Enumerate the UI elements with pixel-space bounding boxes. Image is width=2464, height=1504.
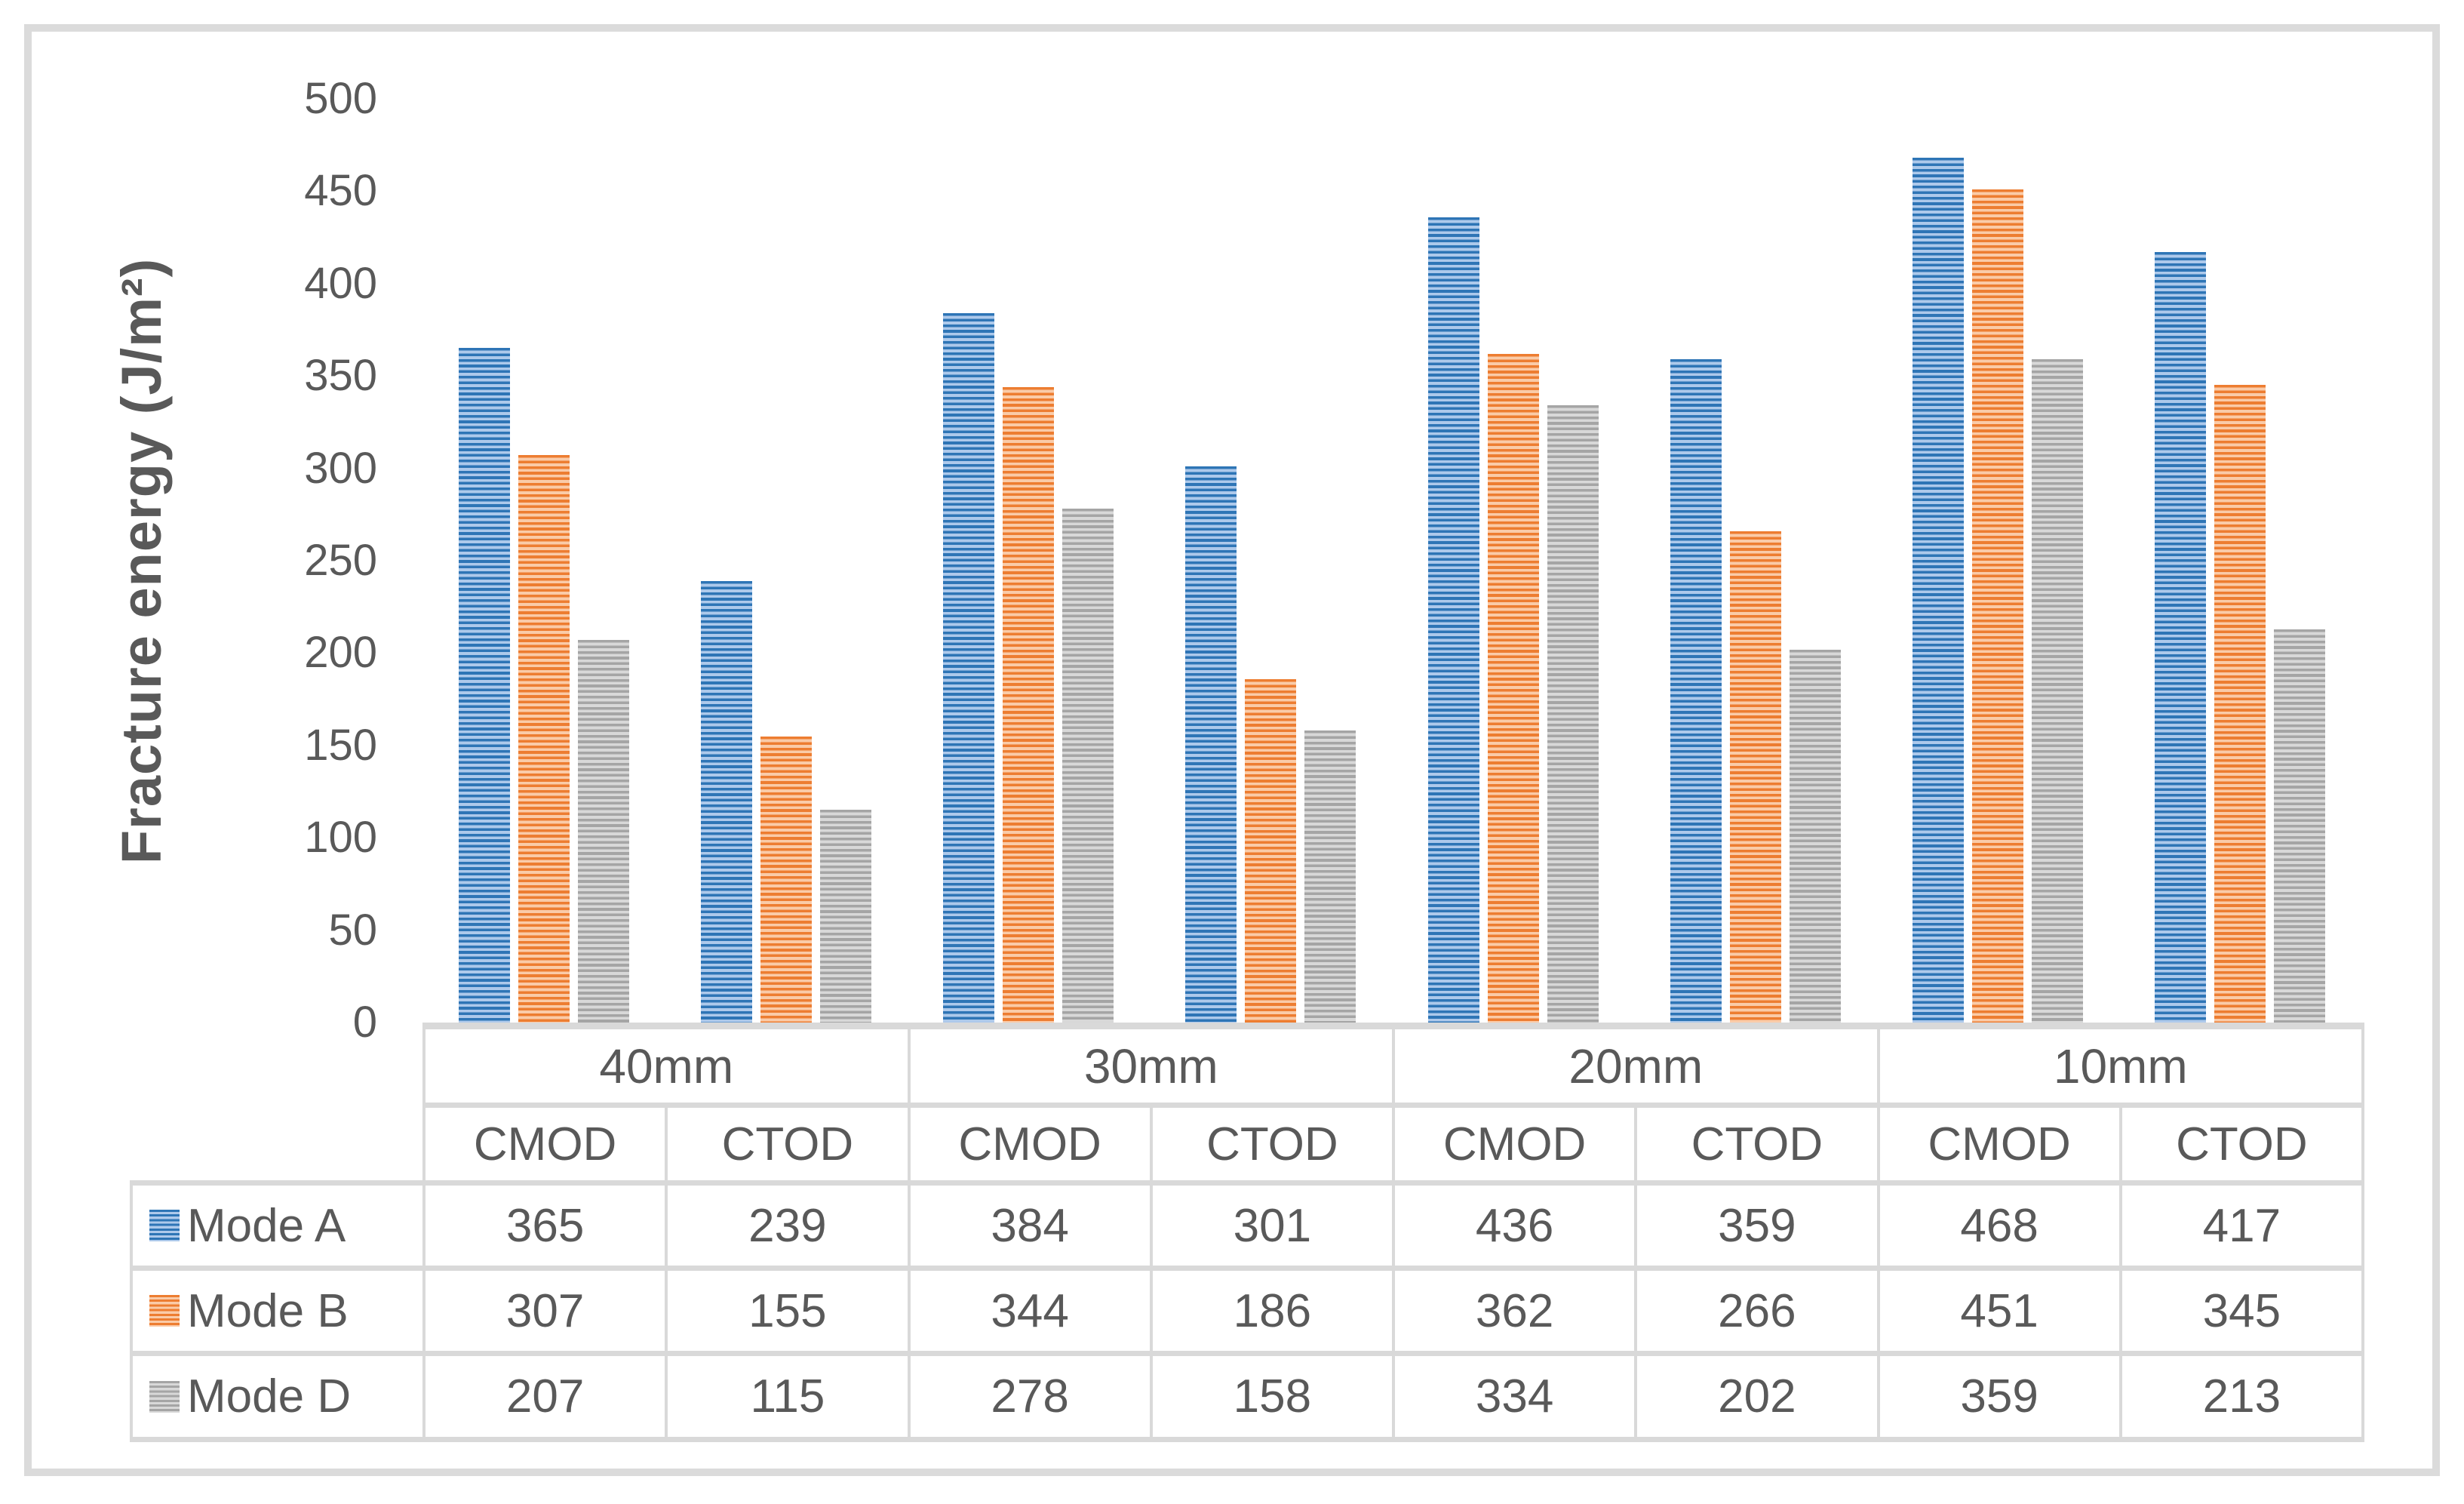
value-cell: 155 [665, 1266, 911, 1356]
plot-area [422, 99, 2361, 1023]
table-row-mode-b: Mode B 307 155 344 186 362 266 451 345 [130, 1266, 2365, 1356]
value-cell: 239 [665, 1180, 911, 1271]
sub-header-cmod: CMOD [422, 1103, 668, 1186]
bar-mode-a-30mm-ctod [1185, 466, 1237, 1023]
value-cell: 207 [422, 1351, 668, 1442]
bar-mode-a-30mm-cmod [943, 312, 995, 1023]
bar-mode-d-40mm-ctod [819, 810, 871, 1023]
table-row-subheaders: CMOD CTOD CMOD CTOD CMOD CTOD CMOD CTOD [131, 1103, 2365, 1186]
y-axis-tick-label: 50 [328, 905, 377, 955]
group-header-20mm: 20mm [1392, 1023, 1880, 1108]
bar-mode-a-40mm-cmod [458, 348, 510, 1023]
value-cell: 451 [1876, 1266, 2122, 1356]
y-axis-tick-label: 150 [304, 720, 377, 770]
sub-header-ctod: CTOD [665, 1103, 911, 1186]
legend-swatch-mode-a-icon [149, 1210, 180, 1241]
group-header-30mm: 30mm [907, 1023, 1395, 1108]
legend-label-mode-b: Mode B [187, 1284, 349, 1337]
value-cell: 436 [1391, 1180, 1638, 1271]
chart-outer-frame [24, 24, 2440, 1476]
bar-mode-b-20mm-ctod [1729, 531, 1781, 1023]
group-header-10mm: 10mm [1876, 1023, 2364, 1108]
y-axis-ticks: 0 50 100 150 200 250 300 350 400 450 500 [0, 0, 377, 1504]
bar-mode-b-30mm-cmod [1003, 386, 1055, 1023]
y-axis-tick-label: 400 [304, 258, 377, 308]
bar-mode-b-40mm-cmod [518, 455, 570, 1023]
legend-swatch-mode-b-icon [149, 1295, 180, 1327]
value-cell: 345 [2118, 1266, 2365, 1356]
bar-mode-d-20mm-cmod [1547, 405, 1599, 1023]
bar-mode-d-30mm-cmod [1062, 509, 1114, 1023]
bar-mode-b-30mm-ctod [1245, 678, 1297, 1023]
value-cell: 334 [1391, 1351, 1638, 1442]
sub-header-cmod: CMOD [1876, 1103, 2122, 1186]
bar-mode-d-10mm-cmod [2032, 359, 2084, 1023]
bar-mode-b-20mm-cmod [1487, 353, 1539, 1023]
y-axis-tick-label: 350 [304, 351, 377, 401]
value-cell: 115 [665, 1351, 911, 1442]
value-cell: 202 [1634, 1351, 1880, 1442]
bar-mode-b-40mm-ctod [760, 736, 812, 1023]
sub-header-ctod: CTOD [1149, 1103, 1396, 1186]
value-cell: 359 [1634, 1180, 1880, 1271]
table-corner-empty [131, 1106, 424, 1183]
bar-mode-a-10mm-cmod [1913, 158, 1965, 1023]
table-row-mode-a: Mode A 365 239 384 301 436 359 468 417 [130, 1180, 2365, 1271]
legend-swatch-mode-d-icon [149, 1380, 180, 1413]
bar-mode-d-10mm-ctod [2274, 629, 2326, 1023]
bar-mode-d-30mm-ctod [1304, 730, 1356, 1023]
bar-mode-b-10mm-ctod [2214, 385, 2266, 1023]
table-row-mode-d: Mode D 207 115 278 158 334 202 359 213 [130, 1351, 2365, 1442]
y-axis-tick-label: 0 [352, 998, 377, 1047]
value-cell: 266 [1634, 1266, 1880, 1356]
table-row-groups: 40mm 30mm 20mm 10mm [131, 1023, 2364, 1108]
sub-header-ctod: CTOD [2118, 1103, 2365, 1186]
legend-cell-mode-a: Mode A [130, 1180, 426, 1271]
sub-header-ctod: CTOD [1634, 1103, 1880, 1186]
bar-mode-a-20mm-ctod [1670, 359, 1722, 1023]
y-axis-tick-label: 300 [304, 443, 377, 493]
value-cell: 468 [1876, 1180, 2122, 1271]
legend-label-mode-d: Mode D [187, 1370, 352, 1422]
value-cell: 384 [907, 1180, 1153, 1271]
value-cell: 301 [1149, 1180, 1396, 1271]
bar-mode-d-40mm-cmod [577, 640, 629, 1023]
group-header-40mm: 40mm [422, 1023, 911, 1108]
y-axis-tick-label: 450 [304, 166, 377, 216]
bar-mode-a-10mm-ctod [2155, 252, 2207, 1023]
value-cell: 158 [1149, 1351, 1396, 1442]
value-cell: 307 [422, 1266, 668, 1356]
value-cell: 278 [907, 1351, 1153, 1442]
y-axis-tick-label: 500 [304, 74, 377, 123]
sub-header-cmod: CMOD [1391, 1103, 1638, 1186]
table-corner-empty [131, 1026, 424, 1106]
data-table: 40mm 30mm 20mm 10mm CMOD CTOD CMOD CTOD … [130, 1023, 2365, 1442]
y-axis-tick-label: 250 [304, 536, 377, 585]
legend-label-mode-a: Mode A [187, 1199, 346, 1252]
y-axis-tick-label: 200 [304, 628, 377, 678]
bar-mode-a-40mm-ctod [700, 580, 752, 1023]
sub-header-cmod: CMOD [907, 1103, 1153, 1186]
y-axis-tick-label: 100 [304, 813, 377, 863]
value-cell: 213 [2118, 1351, 2365, 1442]
bar-mode-b-10mm-cmod [1972, 189, 2024, 1023]
value-cell: 186 [1149, 1266, 1396, 1356]
value-cell: 362 [1391, 1266, 1638, 1356]
value-cell: 417 [2118, 1180, 2365, 1271]
bar-mode-a-20mm-cmod [1427, 217, 1479, 1023]
legend-cell-mode-d: Mode D [130, 1351, 426, 1442]
value-cell: 359 [1876, 1351, 2122, 1442]
bar-mode-d-20mm-ctod [1789, 649, 1841, 1023]
legend-cell-mode-b: Mode B [130, 1266, 426, 1356]
value-cell: 365 [422, 1180, 668, 1271]
value-cell: 344 [907, 1266, 1153, 1356]
